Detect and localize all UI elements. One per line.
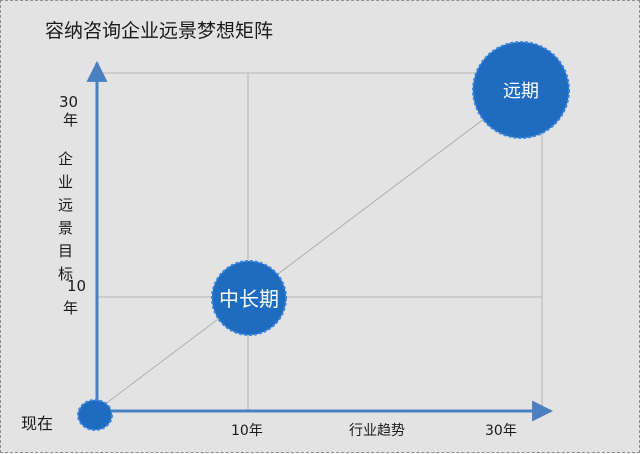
y-unit-30: 年	[63, 111, 78, 129]
origin-node	[77, 399, 113, 431]
long-term-label: 远期	[503, 81, 539, 102]
y-value-10: 10	[67, 277, 86, 295]
diagram-title: 容纳咨询企业远景梦想矩阵	[45, 20, 273, 42]
x-tick-30: 30年	[485, 423, 517, 439]
y-unit-10: 年	[63, 299, 78, 317]
long-term-node	[472, 41, 570, 139]
y-axis-label: 企业远景目标	[56, 150, 74, 289]
x-axis-label: 行业趋势	[349, 423, 405, 439]
origin-label: 现在	[21, 414, 53, 433]
mid-term-label: 中长期	[219, 287, 279, 311]
y-value-30: 30	[59, 93, 78, 111]
mid-term-node	[211, 260, 287, 336]
trend-line	[95, 90, 522, 412]
x-tick-10: 10年	[231, 423, 263, 439]
